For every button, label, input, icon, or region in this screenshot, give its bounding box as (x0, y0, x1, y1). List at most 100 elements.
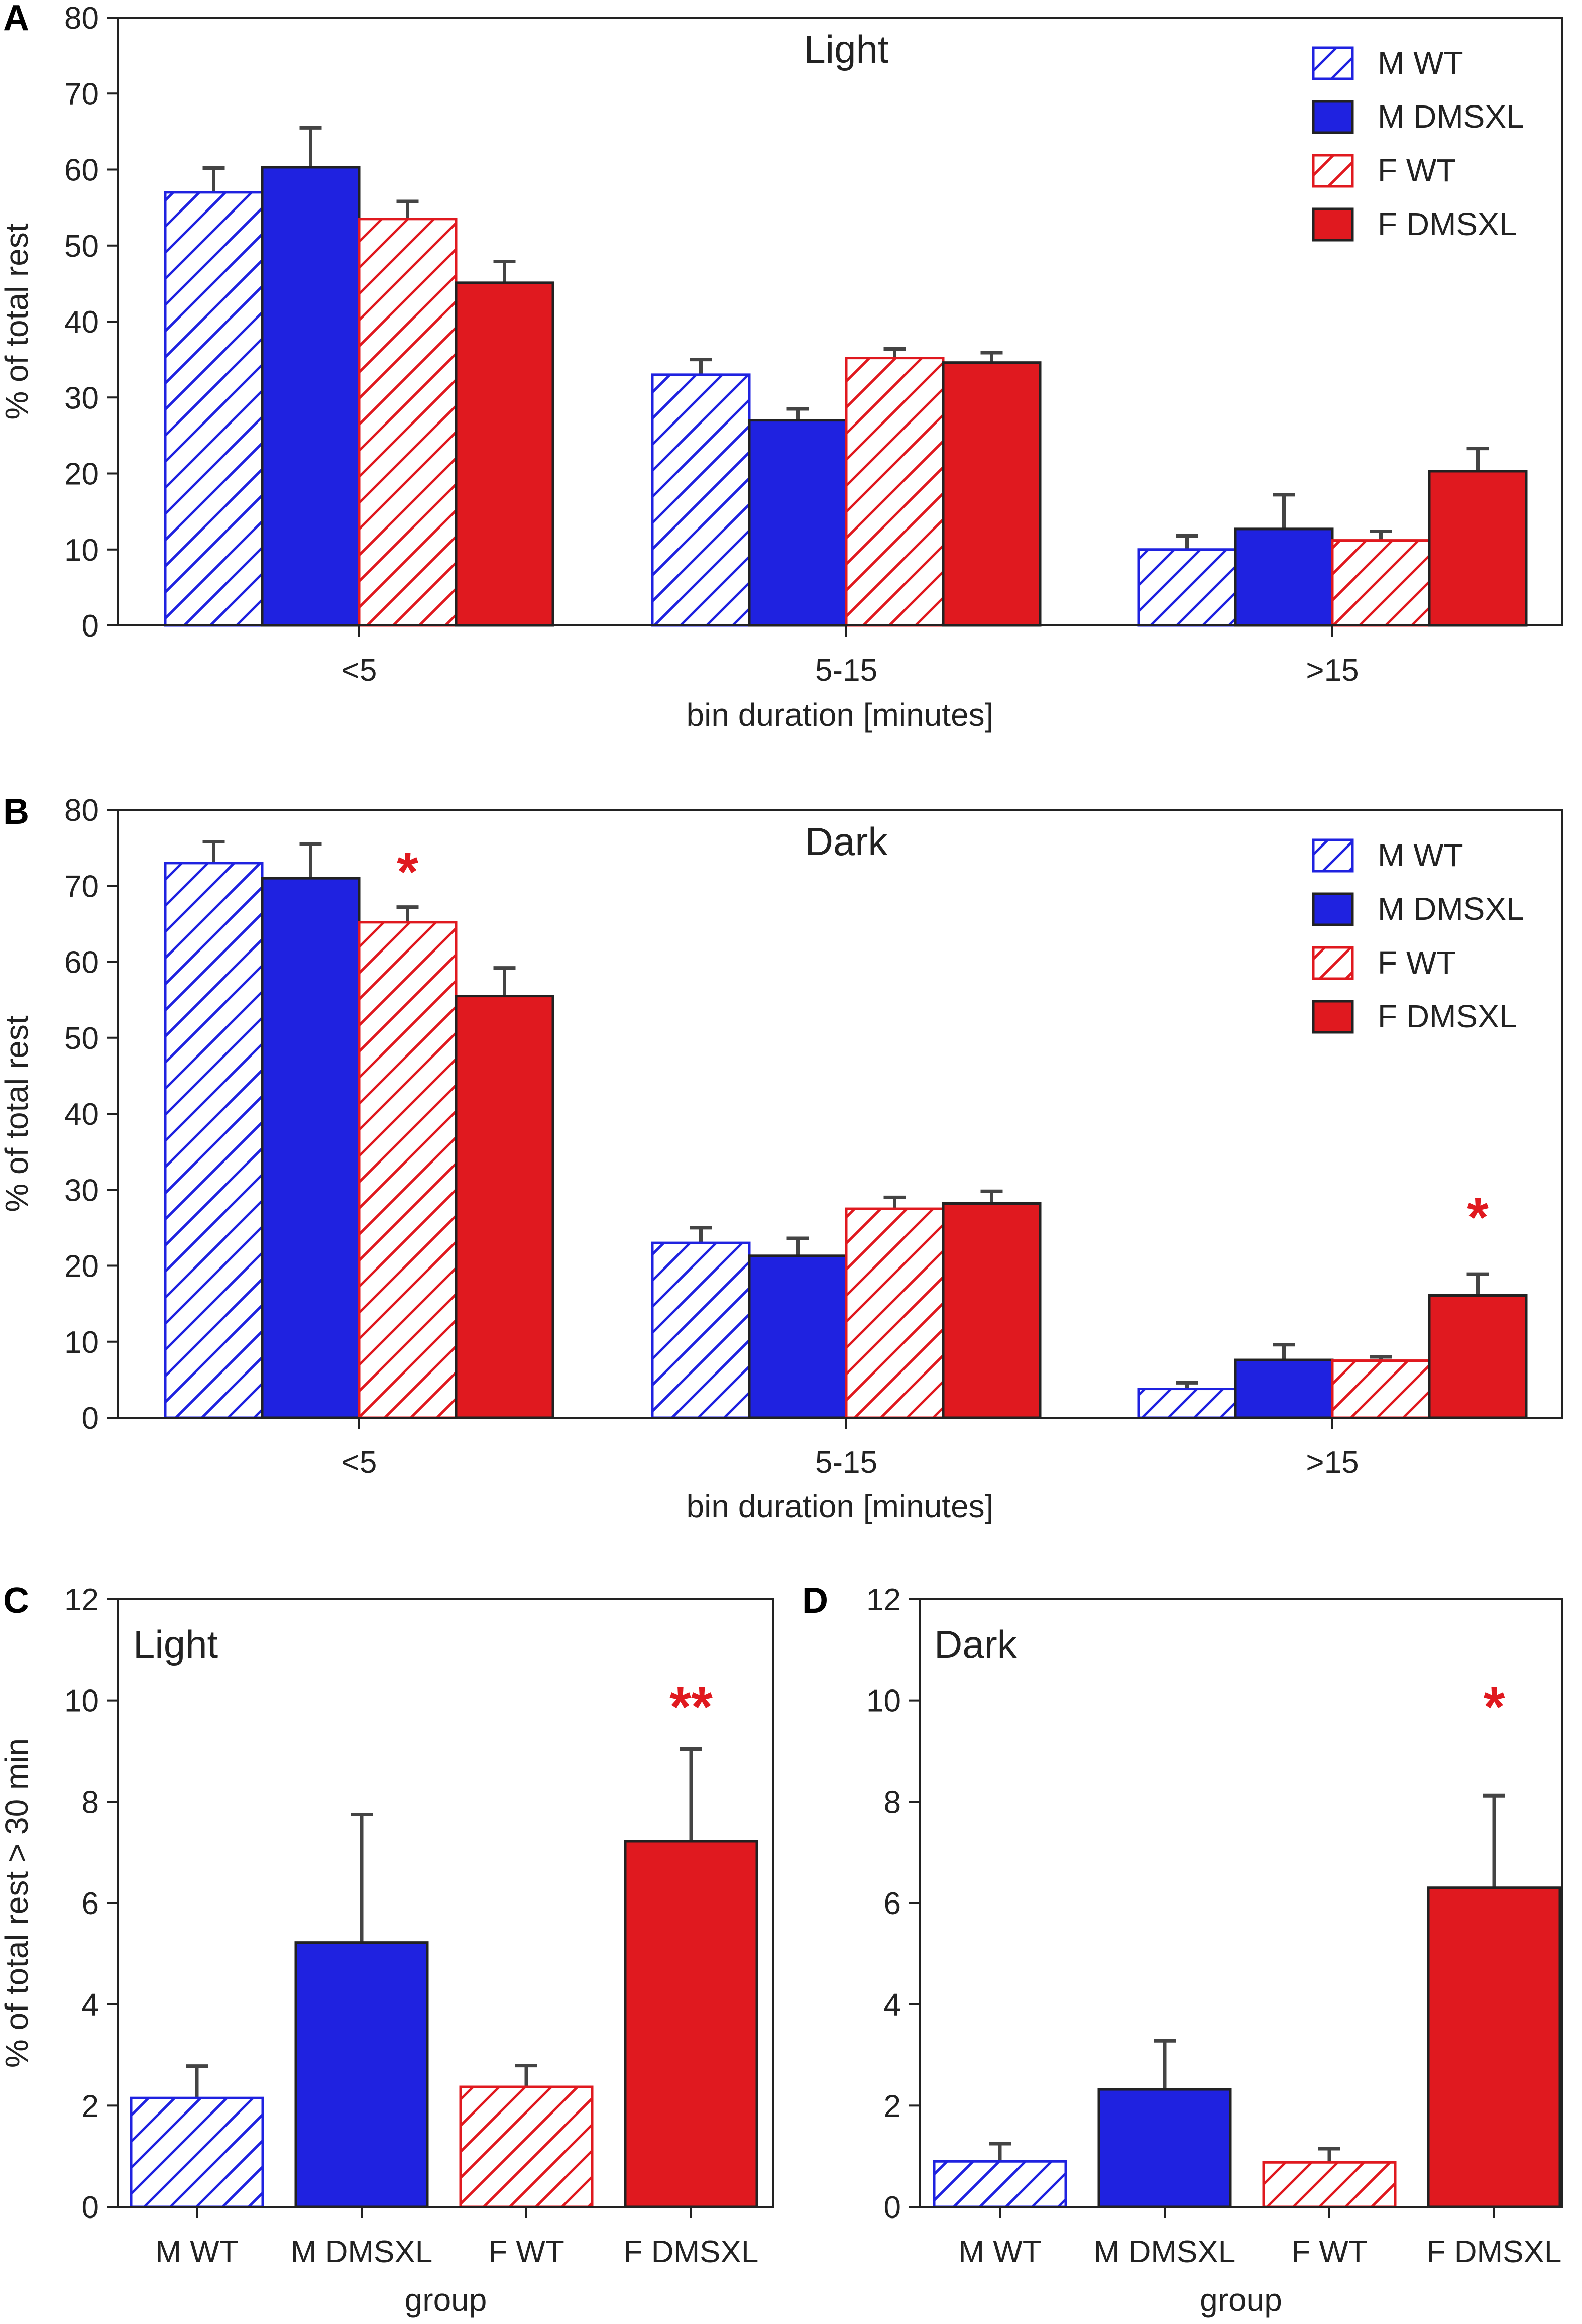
panel-a: A 0 10 20 30 40 50 60 70 80 % of total rest <5 5-15 >… (0, 0, 1563, 733)
panel-b: B 0 10 20 30 40 50 60 70 80 % of total rest <5 5-15 >… (0, 792, 1563, 1524)
y-tick-label: 6 (82, 1886, 99, 1921)
y-tick-label: 6 (884, 1886, 901, 1921)
bar (942, 1202, 1042, 1419)
x-tick-label: M DMSXL (1094, 2235, 1235, 2269)
y-tick-label: 70 (64, 77, 99, 112)
y-tick-label: 60 (64, 945, 99, 980)
y-tick-label: 0 (82, 609, 99, 644)
panel-title: Light (804, 27, 888, 71)
panel-c: C 0 2 4 6 8 10 12 % of total rest > 30 min M WT M … (0, 1580, 774, 2318)
x-tick-label: F DMSXL (1427, 2235, 1562, 2269)
legend-swatch (1312, 207, 1354, 242)
bar (358, 921, 458, 1419)
x-tick-label: M WT (958, 2235, 1041, 2269)
legend-swatch (1312, 154, 1354, 188)
legend: M WT M DMSXL F WT F DMSXL (1312, 45, 1524, 242)
y-tick-label: 12 (866, 1582, 901, 1617)
bar (130, 2096, 264, 2208)
y-tick-label: 8 (884, 1785, 901, 1820)
legend-swatch (1312, 46, 1354, 80)
x-axis-label: group (1200, 2282, 1282, 2318)
bar (455, 995, 554, 1419)
bar (1331, 539, 1431, 627)
x-tick-label: F WT (488, 2235, 564, 2269)
x-tick-label: M WT (155, 2235, 238, 2269)
panel-letter: B (3, 792, 29, 832)
bar (845, 357, 945, 627)
panel-title: Dark (805, 819, 888, 864)
bar (1234, 527, 1334, 627)
x-axis-label: bin duration [minutes] (687, 1488, 994, 1524)
panel-letter: D (802, 1580, 828, 1621)
bar (294, 1941, 429, 2208)
x-axis-label: bin duration [minutes] (687, 697, 994, 733)
x-tick-label: 5-15 (815, 653, 877, 688)
y-tick-label: 8 (82, 1785, 99, 1820)
bar (748, 1254, 848, 1419)
bar (358, 218, 458, 627)
y-tick-label: 4 (82, 1988, 99, 2023)
bar (1137, 548, 1237, 627)
bar (459, 2085, 594, 2208)
x-tick-label: >15 (1306, 1445, 1359, 1480)
legend-swatch (1312, 892, 1354, 926)
legend: M WT M DMSXL F WT F DMSXL (1312, 837, 1524, 1034)
bar (845, 1207, 945, 1419)
panel-d: D 0 2 4 6 8 10 12 M WT M DMSXL F WT F DMSXL Dark grou… (802, 1580, 1563, 2318)
bar (455, 281, 554, 627)
plot-frame (919, 1598, 1563, 2208)
y-tick-label: 10 (64, 533, 99, 568)
bar (1428, 1294, 1528, 1419)
significance-star: * (397, 841, 418, 903)
bar (261, 877, 361, 1419)
bar (1331, 1359, 1431, 1419)
bar (1428, 470, 1528, 627)
y-tick-label: 20 (64, 1249, 99, 1284)
y-tick-label: 50 (64, 229, 99, 264)
y-axis-label: % of total rest > 30 min (0, 1738, 35, 2068)
bar (164, 862, 264, 1419)
bars (933, 1793, 1561, 2208)
y-tick-label: 10 (64, 1684, 99, 1719)
significance-star: * (1484, 1676, 1505, 1738)
x-tick-label: >15 (1306, 653, 1359, 688)
bar (1262, 2161, 1397, 2208)
bar (1097, 2088, 1232, 2208)
x-tick-label: 5-15 (815, 1445, 877, 1480)
y-tick-label: 70 (64, 869, 99, 904)
y-tick-label: 30 (64, 381, 99, 415)
y-tick-label: 12 (64, 1582, 99, 1617)
y-tick-label: 80 (64, 793, 99, 828)
bar (1137, 1388, 1237, 1419)
y-axis-label: % of total rest (0, 1015, 35, 1212)
panel-title: Dark (934, 1622, 1018, 1666)
y-tick-label: 50 (64, 1021, 99, 1056)
legend-label: M DMSXL (1378, 98, 1524, 135)
bar (1234, 1358, 1334, 1419)
bar (748, 419, 848, 627)
legend-swatch (1312, 946, 1354, 980)
legend-label: M DMSXL (1378, 891, 1524, 927)
bars (130, 1747, 758, 2208)
bar (1427, 1886, 1561, 2208)
panel-letter: A (3, 0, 29, 38)
y-tick-label: 0 (884, 2190, 901, 2225)
legend-label: F DMSXL (1378, 998, 1517, 1034)
plot-frame (117, 809, 1563, 1419)
legend-label: M WT (1378, 837, 1463, 873)
bars (164, 840, 1528, 1419)
plot-frame (117, 17, 1563, 626)
bar (624, 1840, 758, 2208)
y-tick-label: 30 (64, 1173, 99, 1208)
x-axis-label: group (405, 2282, 487, 2318)
plot-frame (117, 1598, 774, 2208)
legend-swatch (1312, 838, 1354, 873)
x-tick-label: M DMSXL (291, 2235, 432, 2269)
legend-swatch (1312, 100, 1354, 134)
y-tick-label: 10 (866, 1684, 901, 1719)
y-tick-label: 4 (884, 1988, 901, 2023)
bar (651, 373, 751, 627)
y-tick-label: 80 (64, 1, 99, 36)
